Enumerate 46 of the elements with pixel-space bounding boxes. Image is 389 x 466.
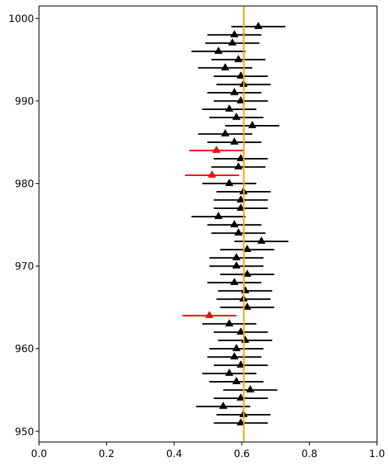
point [257, 236, 266, 244]
point [246, 385, 254, 392]
y-tick-label: 990 [14, 96, 34, 108]
point [243, 244, 252, 252]
x-tick-label: 0.0 [31, 449, 47, 460]
point [212, 146, 221, 153]
point [228, 38, 236, 46]
point [230, 352, 239, 360]
point [219, 402, 228, 409]
point [234, 228, 243, 236]
point [234, 54, 243, 62]
y-tick-label: 970 [14, 262, 34, 273]
point [234, 162, 243, 170]
point [214, 46, 223, 54]
x-tick-label: 0.6 [234, 449, 250, 460]
point [225, 319, 234, 326]
y-tick-label: 980 [14, 179, 34, 190]
y-tick-label: 960 [14, 344, 34, 356]
point [243, 302, 252, 310]
point [232, 253, 241, 260]
point [230, 137, 239, 145]
point [232, 376, 241, 384]
point [230, 278, 239, 286]
x-tick-label: 0.8 [301, 449, 318, 460]
point [230, 30, 239, 38]
y-tick-label: 950 [14, 426, 34, 438]
point [221, 129, 230, 136]
point [225, 178, 234, 186]
y-tick-label: 1000 [8, 14, 34, 25]
point [232, 344, 241, 352]
point [230, 220, 239, 228]
point [254, 22, 263, 30]
point [214, 212, 223, 219]
point [232, 261, 241, 269]
x-tick-label: 0.2 [98, 449, 115, 460]
point [225, 104, 234, 112]
x-tick-label: 1.0 [369, 449, 385, 460]
point [232, 112, 241, 120]
point [230, 88, 239, 96]
point [225, 368, 234, 376]
point [221, 63, 230, 70]
point [205, 310, 214, 318]
point [243, 270, 252, 277]
x-tick-label: 0.4 [166, 449, 182, 460]
point [248, 120, 256, 128]
point [208, 170, 216, 178]
